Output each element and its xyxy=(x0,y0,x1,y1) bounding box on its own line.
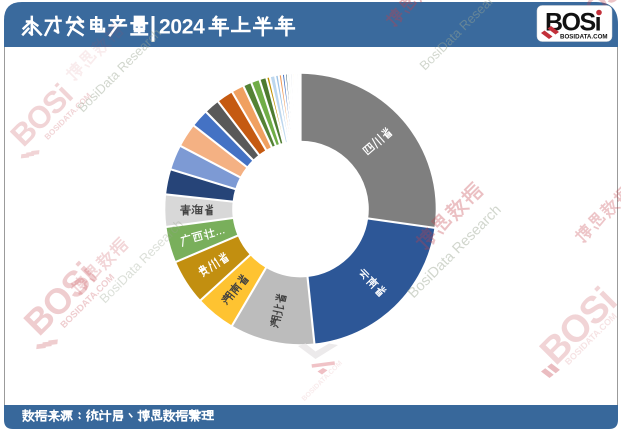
svg-text:BOSIDATA.COM: BOSIDATA.COM xyxy=(560,34,608,41)
svg-text:2024: 2024 xyxy=(159,16,205,39)
svg-text:...: ... xyxy=(213,222,226,238)
